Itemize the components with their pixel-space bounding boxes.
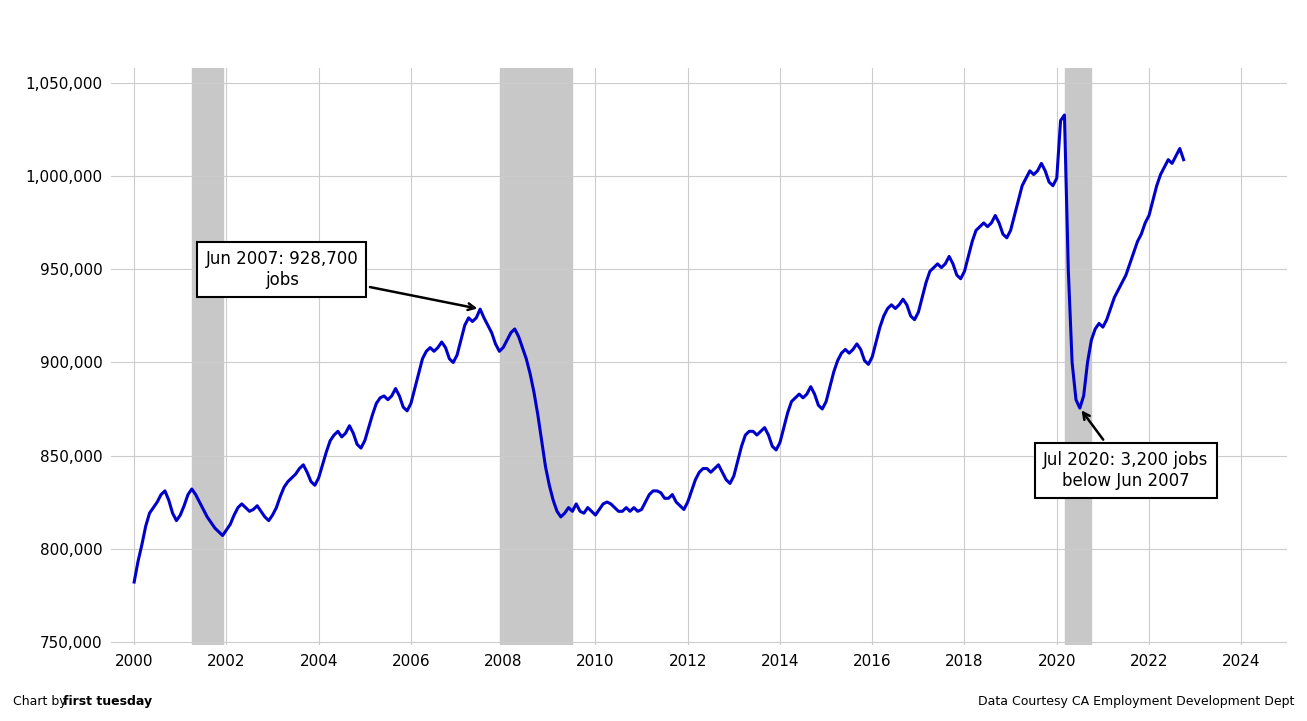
Text: Sacramento County Payroll Employment: Sacramento County Payroll Employment [308,19,999,48]
Text: Jun 2007: 928,700
jobs: Jun 2007: 928,700 jobs [205,250,474,310]
Text: first tuesday: first tuesday [63,695,152,708]
Bar [192,68,222,645]
Text: Chart by: Chart by [13,695,71,708]
Bar [1065,68,1091,645]
Bar [499,68,572,645]
Text: Data Courtesy CA Employment Development Dept: Data Courtesy CA Employment Development … [978,695,1294,708]
Text: Jul 2020: 3,200 jobs
below Jun 2007: Jul 2020: 3,200 jobs below Jun 2007 [1043,412,1209,490]
